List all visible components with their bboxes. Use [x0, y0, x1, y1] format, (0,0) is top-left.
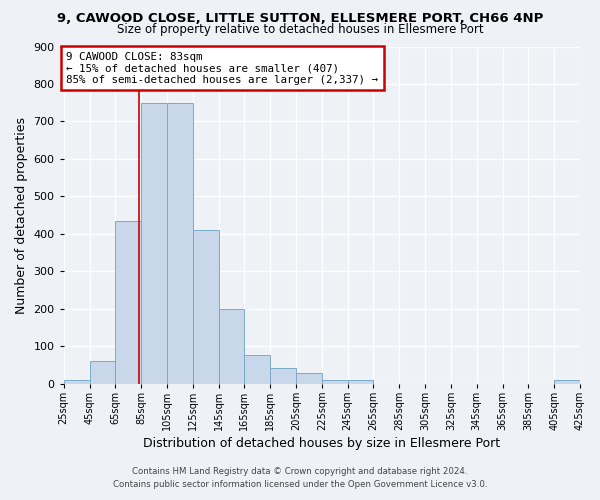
Bar	[244, 355, 270, 384]
Bar	[64, 380, 89, 384]
Y-axis label: Number of detached properties: Number of detached properties	[15, 116, 28, 314]
X-axis label: Distribution of detached houses by size in Ellesmere Port: Distribution of detached houses by size …	[143, 437, 500, 450]
Bar	[322, 380, 347, 384]
Text: Contains HM Land Registry data © Crown copyright and database right 2024.
Contai: Contains HM Land Registry data © Crown c…	[113, 468, 487, 489]
Text: Size of property relative to detached houses in Ellesmere Port: Size of property relative to detached ho…	[116, 22, 484, 36]
Bar	[554, 380, 580, 384]
Bar	[218, 310, 244, 384]
Bar	[296, 373, 322, 384]
Bar	[347, 380, 373, 384]
Bar	[167, 102, 193, 384]
Bar	[89, 361, 115, 384]
Bar	[193, 230, 218, 384]
Bar	[270, 368, 296, 384]
Bar	[115, 220, 141, 384]
Bar	[141, 102, 167, 384]
Text: 9 CAWOOD CLOSE: 83sqm
← 15% of detached houses are smaller (407)
85% of semi-det: 9 CAWOOD CLOSE: 83sqm ← 15% of detached …	[66, 52, 378, 85]
Text: 9, CAWOOD CLOSE, LITTLE SUTTON, ELLESMERE PORT, CH66 4NP: 9, CAWOOD CLOSE, LITTLE SUTTON, ELLESMER…	[57, 12, 543, 26]
